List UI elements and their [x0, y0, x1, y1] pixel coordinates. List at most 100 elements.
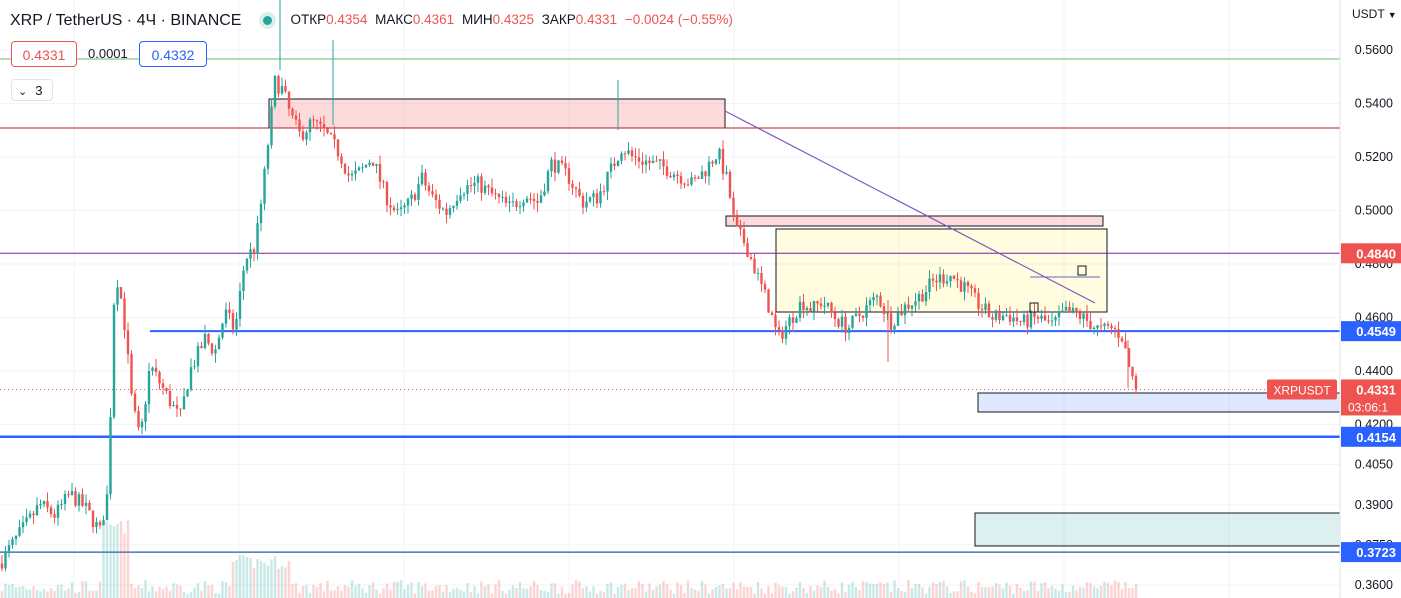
- volume-bar: [42, 589, 46, 598]
- volume-bar: [725, 588, 728, 598]
- candle-body: [826, 302, 830, 306]
- volume-bar: [914, 584, 917, 598]
- candle-body: [322, 124, 326, 129]
- candle-body: [277, 76, 280, 94]
- volume-bar: [287, 560, 291, 598]
- candle-body: [182, 396, 186, 410]
- volume-bar: [763, 593, 767, 598]
- candle-body: [795, 317, 798, 323]
- volume-bar: [200, 590, 203, 598]
- volume-bar: [329, 590, 333, 598]
- candle-body: [312, 119, 315, 121]
- candle-body: [511, 201, 515, 203]
- volume-bar: [802, 587, 805, 598]
- candle-body: [228, 309, 231, 314]
- volume-bar: [945, 586, 949, 598]
- candle-body: [200, 345, 203, 349]
- volume-bar: [413, 593, 417, 598]
- volume-bar: [508, 589, 511, 598]
- volume-bar: [889, 591, 893, 598]
- volume-bar: [931, 582, 935, 598]
- volume-bar: [753, 593, 756, 598]
- volume-bar: [693, 589, 697, 598]
- candle-body: [158, 371, 161, 384]
- price-axis[interactable]: 0.56000.54000.52000.50000.48000.46000.44…: [1339, 0, 1401, 598]
- volume-bar: [1019, 587, 1022, 598]
- volume-bar: [361, 588, 364, 598]
- candle-body: [861, 315, 865, 318]
- volume-bar: [1022, 591, 1026, 598]
- volume-bar: [60, 584, 63, 598]
- volume-bar: [438, 585, 441, 598]
- volume-bar: [585, 586, 588, 598]
- volume-bar: [403, 589, 406, 598]
- candle-body: [714, 159, 718, 164]
- volume-bar: [984, 587, 987, 598]
- volume-bar: [504, 593, 508, 598]
- candle-body: [91, 510, 95, 528]
- candle-body: [403, 205, 406, 208]
- volume-bar: [494, 584, 497, 598]
- volume-bar: [1043, 582, 1047, 598]
- candle-body: [994, 310, 998, 320]
- volume-bar: [767, 585, 770, 598]
- indicators-toggle-button[interactable]: ⌄ 3: [11, 79, 53, 101]
- volume-bar: [399, 580, 403, 598]
- volume-bar: [459, 589, 462, 598]
- candle-body: [417, 184, 420, 200]
- candle-body: [39, 504, 42, 506]
- candle-body: [686, 184, 690, 186]
- candle-body: [88, 502, 91, 511]
- volume-bar: [760, 588, 763, 598]
- volume-bar: [221, 581, 224, 598]
- volume-bar: [882, 584, 886, 598]
- volume-bar: [455, 587, 459, 598]
- horizontal-levels: [0, 58, 1340, 553]
- candle-body: [224, 309, 228, 324]
- candle-body: [1071, 307, 1075, 313]
- volume-bar: [903, 591, 907, 598]
- volume-bar: [1033, 581, 1036, 598]
- volume-bar: [147, 591, 151, 598]
- candle-body: [879, 295, 882, 307]
- marker-box: [1029, 302, 1039, 313]
- volume-bar: [308, 593, 312, 598]
- candle-body: [389, 205, 392, 208]
- candle-body: [105, 494, 109, 521]
- volume-bar: [305, 585, 308, 598]
- candle-body: [560, 160, 564, 163]
- volume-bar: [613, 593, 616, 598]
- volume-bar: [690, 588, 693, 598]
- candle-body: [823, 305, 826, 307]
- candle-body: [434, 194, 438, 200]
- candle-body: [924, 292, 928, 302]
- volume-bar: [434, 586, 438, 598]
- volume-bar: [809, 586, 812, 598]
- volume-bars: [0, 520, 1138, 598]
- candle-body: [263, 168, 266, 204]
- candle-body: [343, 163, 347, 174]
- volume-bar: [154, 591, 158, 598]
- volume-bar: [956, 591, 959, 598]
- volume-bar: [536, 584, 539, 598]
- volume-bar: [70, 582, 74, 598]
- volume-bar: [1008, 585, 1012, 598]
- candle-body: [14, 535, 18, 539]
- candle-body: [788, 317, 791, 327]
- candle-body: [70, 491, 74, 495]
- volume-bar: [210, 584, 214, 598]
- sell-button[interactable]: 0.4331: [11, 41, 77, 67]
- volume-bar: [553, 583, 557, 598]
- candle-body: [11, 538, 14, 546]
- candle-body: [1124, 341, 1127, 349]
- buy-button[interactable]: 0.4332: [139, 41, 207, 67]
- volume-bar: [375, 589, 378, 598]
- candle-body: [151, 367, 154, 372]
- volume-bar: [371, 582, 375, 598]
- currency-selector[interactable]: USDT ▼: [1352, 7, 1397, 21]
- candle-body: [336, 139, 340, 157]
- candle-body: [522, 202, 525, 207]
- symbol-title[interactable]: XRP / TetherUS · 4Ч · BINANCE: [10, 12, 242, 29]
- volume-bar: [872, 584, 875, 598]
